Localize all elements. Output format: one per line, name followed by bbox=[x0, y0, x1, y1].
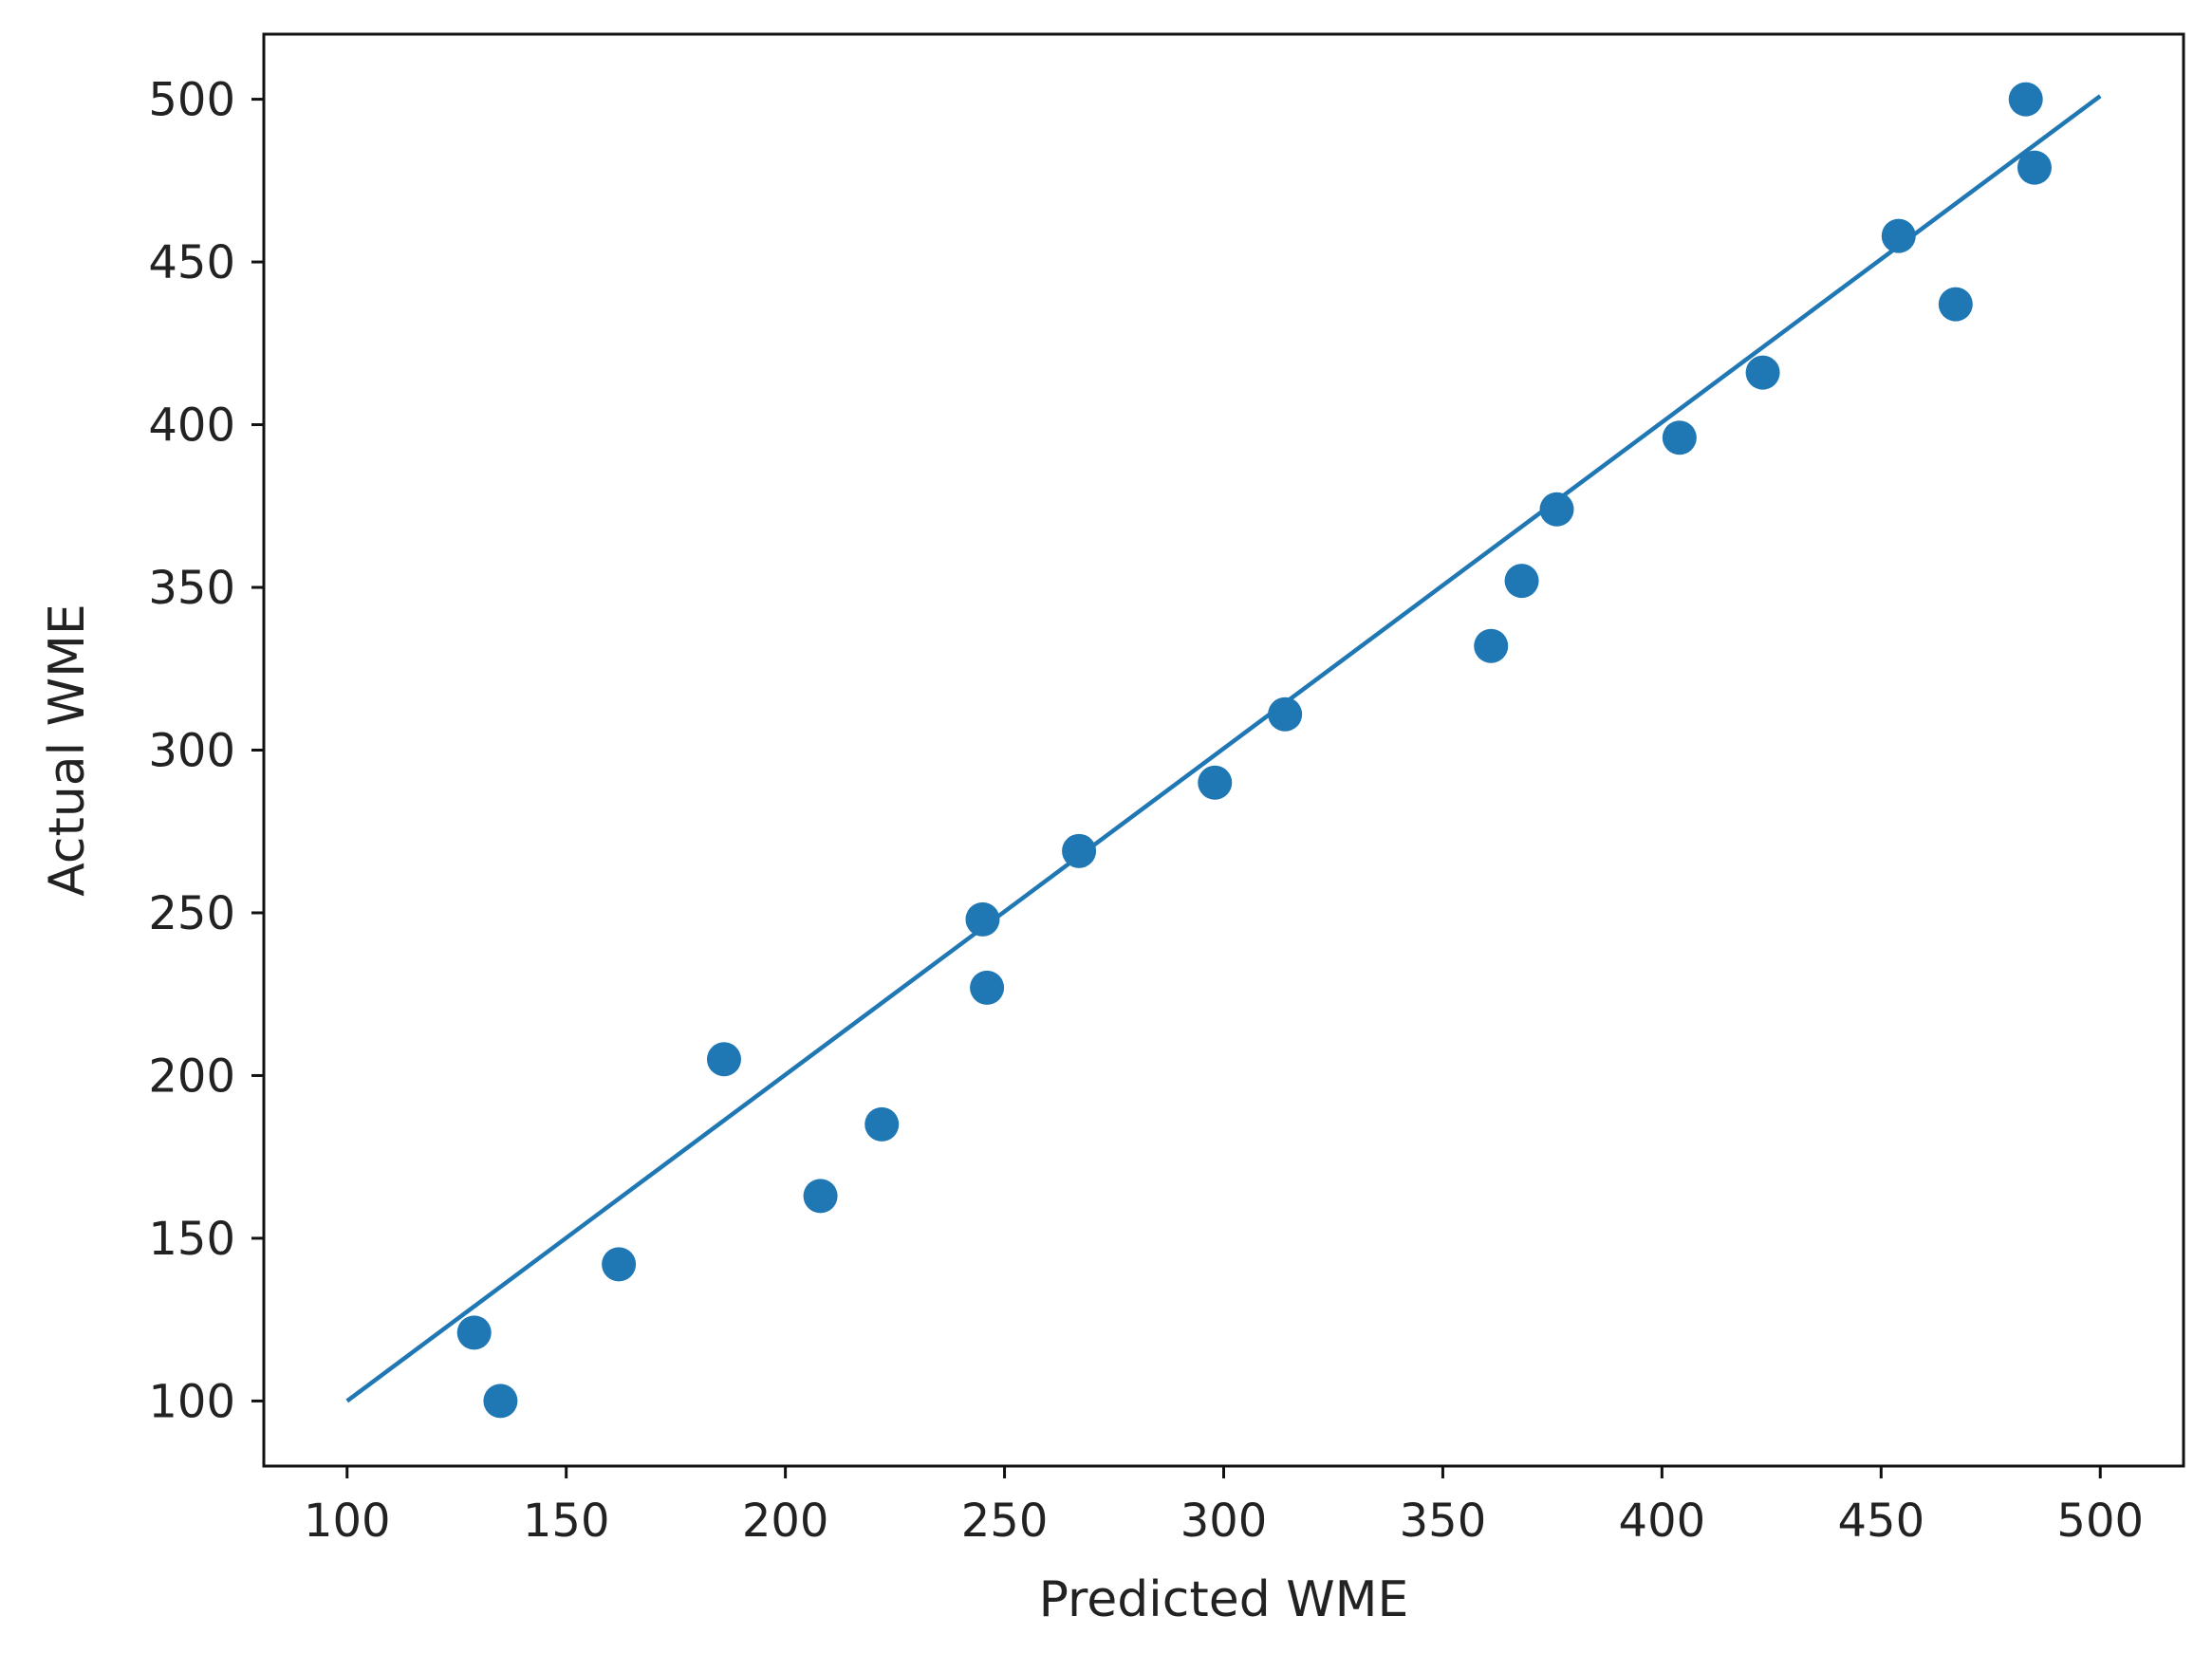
data-point bbox=[1539, 492, 1574, 527]
y-tick-label: 400 bbox=[148, 399, 235, 453]
data-point bbox=[483, 1384, 518, 1419]
y-axis: 100 150 200 250 300 350 400 450 500 bbox=[148, 74, 264, 1428]
plot-area bbox=[345, 82, 2102, 1419]
data-point bbox=[965, 901, 1000, 937]
y-tick-label: 250 bbox=[148, 887, 235, 940]
data-point bbox=[1745, 355, 1780, 390]
y-axis-label: Actual WME bbox=[39, 604, 96, 897]
data-point bbox=[456, 1315, 492, 1350]
y-tick-label: 200 bbox=[148, 1049, 235, 1103]
data-point bbox=[1504, 564, 1539, 599]
data-point bbox=[1268, 696, 1303, 732]
data-point bbox=[1938, 287, 1973, 322]
y-tick-label: 300 bbox=[148, 725, 235, 778]
data-point bbox=[1062, 833, 1097, 868]
y-tick-label: 450 bbox=[148, 236, 235, 289]
y-tick-label: 150 bbox=[148, 1213, 235, 1266]
x-tick-label: 500 bbox=[2056, 1495, 2144, 1548]
x-tick-label: 300 bbox=[1180, 1495, 1268, 1548]
plot-frame bbox=[262, 32, 2185, 1468]
x-tick-label: 350 bbox=[1400, 1495, 1487, 1548]
data-point bbox=[1662, 420, 1697, 455]
data-point bbox=[706, 1042, 741, 1077]
x-tick-label: 200 bbox=[742, 1495, 829, 1548]
x-tick-label: 400 bbox=[1619, 1495, 1706, 1548]
data-point bbox=[864, 1106, 900, 1142]
x-axis: 100 150 200 250 300 350 400 450 500 bbox=[304, 1466, 2144, 1548]
data-point bbox=[1474, 628, 1509, 663]
x-tick-label: 250 bbox=[961, 1495, 1049, 1548]
y-tick-label: 350 bbox=[148, 562, 235, 615]
data-point bbox=[970, 970, 1005, 1005]
data-point bbox=[803, 1179, 838, 1214]
x-tick-label: 150 bbox=[523, 1495, 610, 1548]
fit-line bbox=[345, 94, 2102, 1403]
data-point bbox=[2008, 82, 2043, 117]
y-tick-label: 100 bbox=[148, 1375, 235, 1428]
x-tick-label: 450 bbox=[1837, 1495, 1924, 1548]
y-tick-label: 500 bbox=[148, 74, 235, 127]
data-point bbox=[2017, 150, 2052, 185]
data-point bbox=[602, 1247, 637, 1282]
data-point bbox=[1198, 765, 1233, 800]
x-axis-label: Predicted WME bbox=[1039, 1571, 1409, 1628]
data-point bbox=[1881, 218, 1916, 253]
x-tick-label: 100 bbox=[304, 1495, 391, 1548]
